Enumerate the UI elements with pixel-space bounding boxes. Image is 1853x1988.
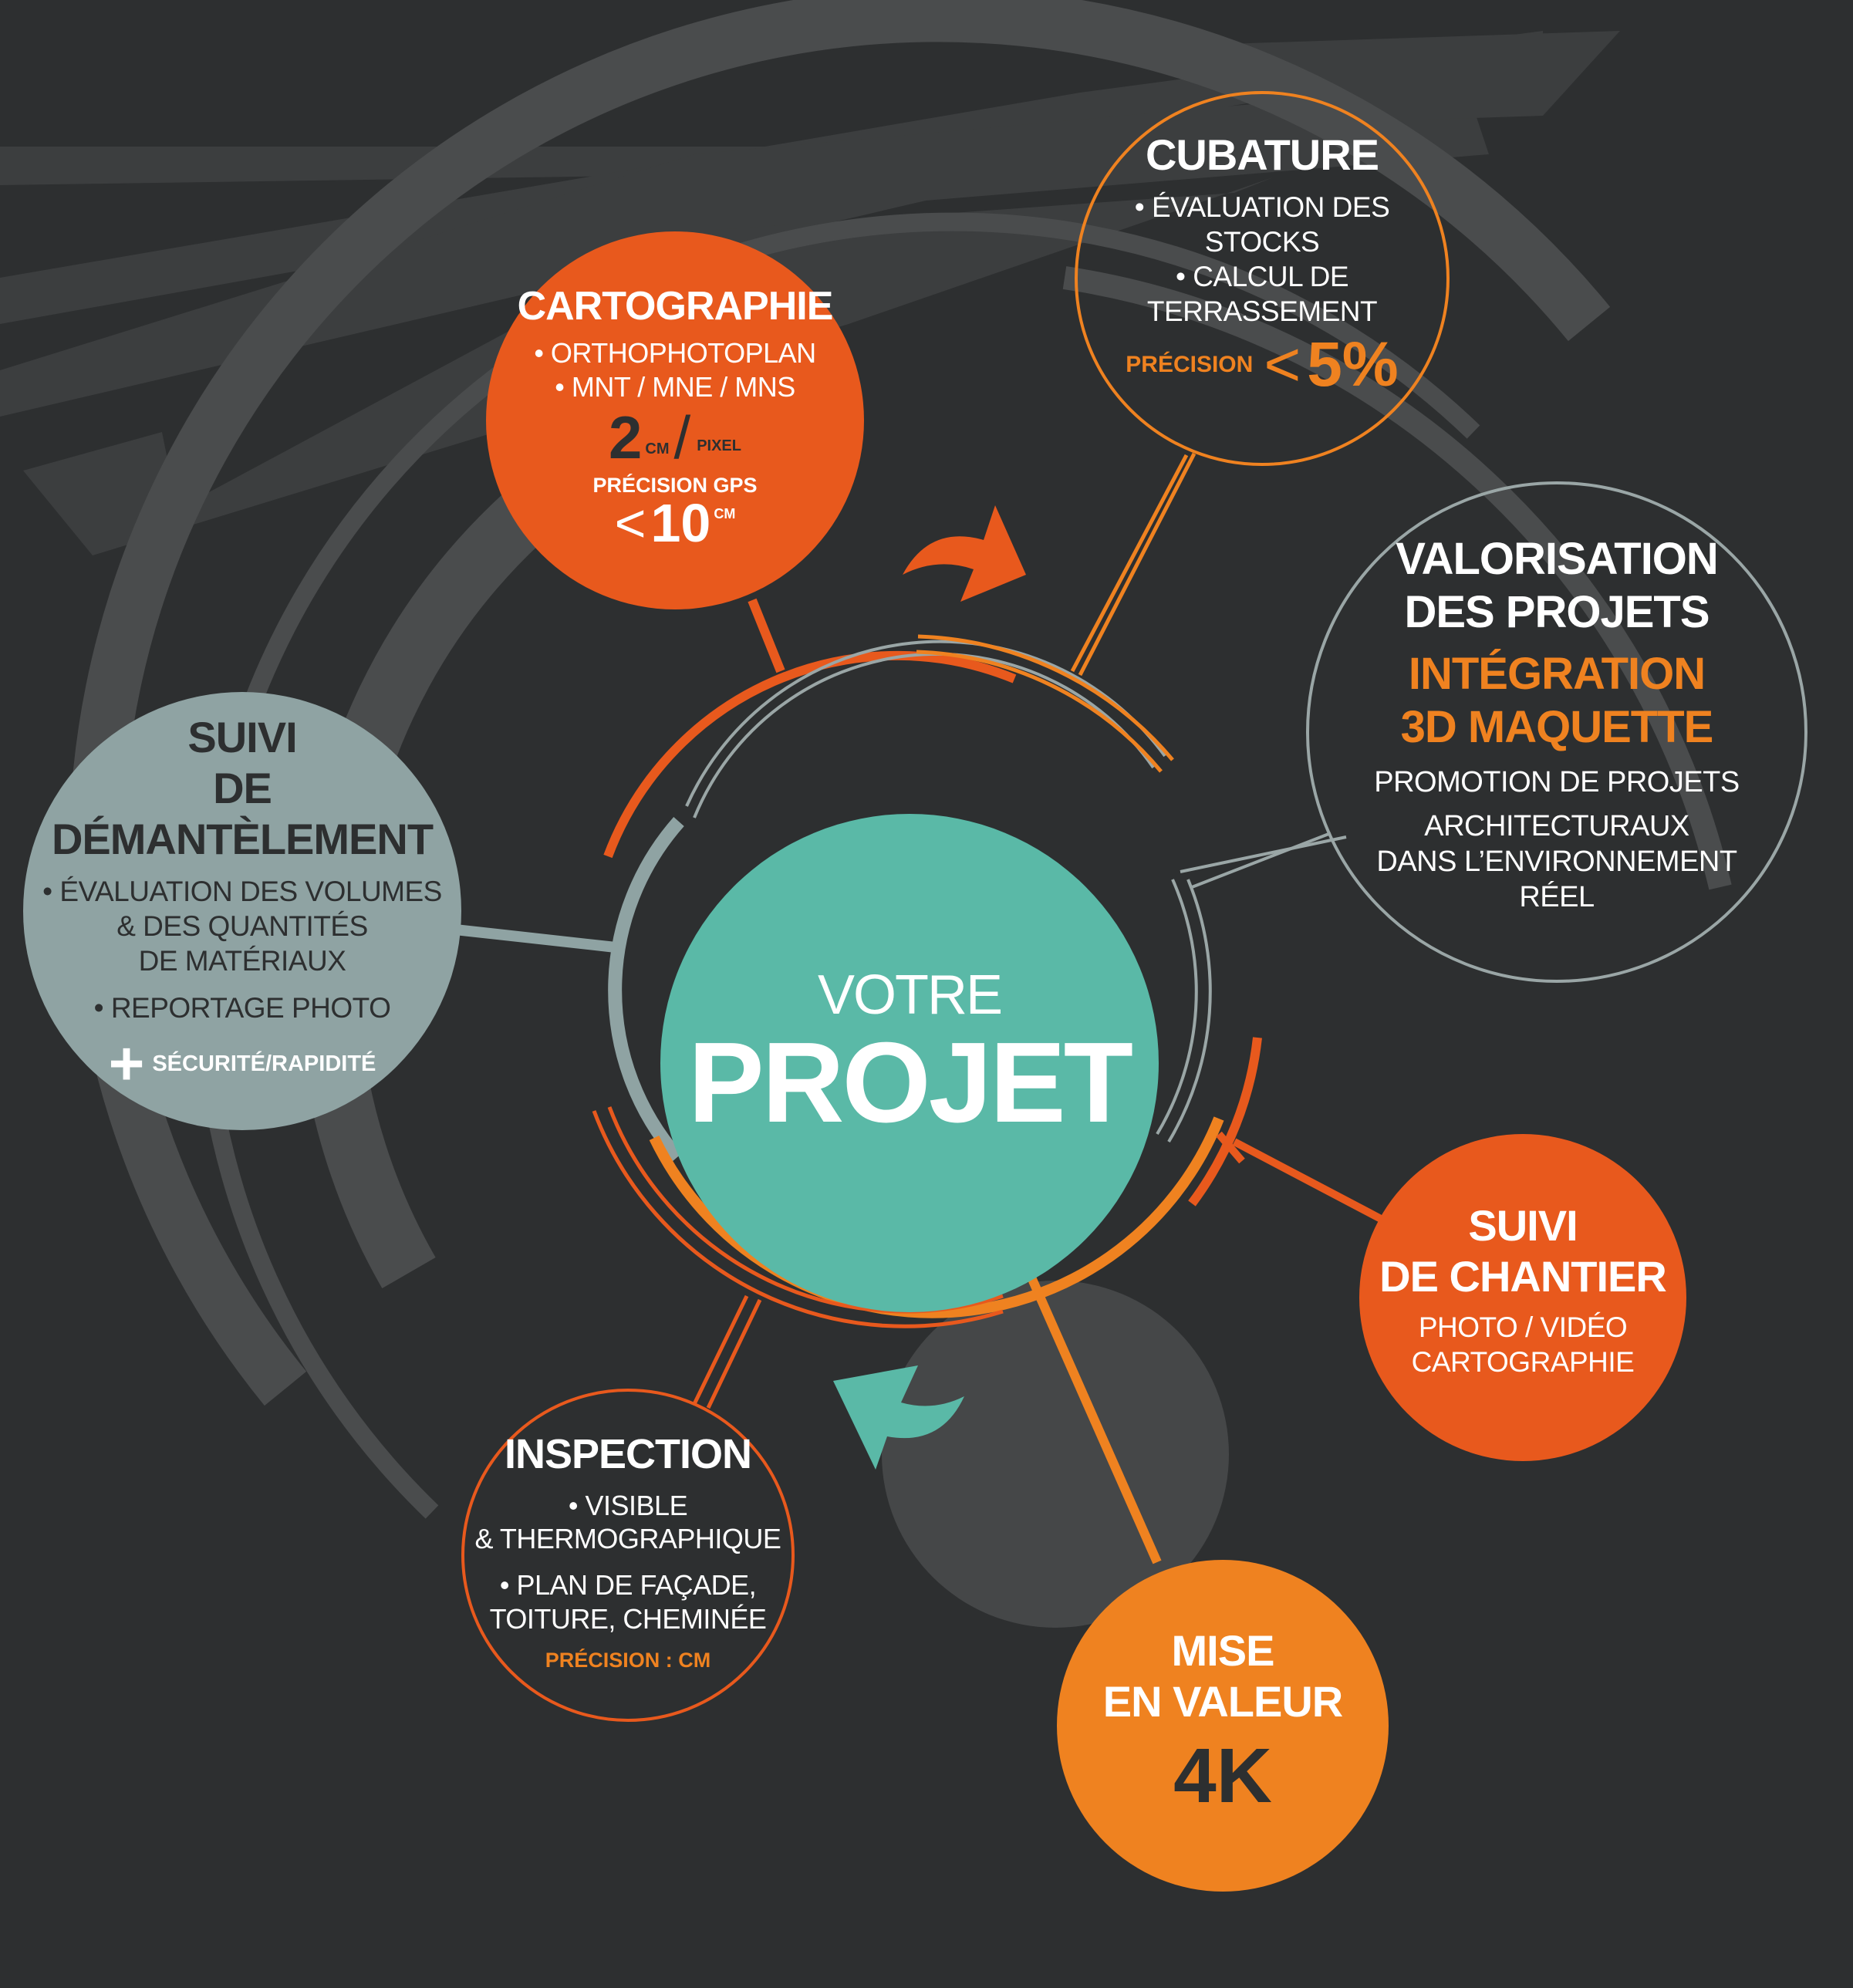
valorisation-line-2: ARCHITECTURAUX xyxy=(1424,809,1689,842)
connector-lines xyxy=(454,452,1383,1564)
cubature-precision-value: 5% xyxy=(1307,329,1399,400)
node-cubature: CUBATURE • ÉVALUATION DES STOCKS • CALCU… xyxy=(1075,91,1450,466)
inspection-line-4: TOITURE, CHEMINÉE xyxy=(489,1603,767,1635)
valorisation-highlight-2: 3D MAQUETTE xyxy=(1400,701,1714,752)
connector-demantelement xyxy=(454,924,616,953)
chantier-title-1: SUIVI xyxy=(1468,1200,1578,1250)
connector-cartographie xyxy=(748,598,785,673)
chantier-line-2: CARTOGRAPHIE xyxy=(1411,1346,1635,1379)
inspection-precision: PRÉCISION : CM xyxy=(545,1649,711,1672)
chantier-title-2: DE CHANTIER xyxy=(1379,1251,1667,1301)
cubature-bullet-2: • CALCUL DE TERRASSEMENT xyxy=(1146,261,1378,328)
demantelement-line-2: & DES QUANTITÉS xyxy=(116,910,368,942)
node-cartographie: CARTOGRAPHIE • ORTHOPHOTOPLAN • MNT / MN… xyxy=(486,231,864,609)
mise-en-valeur-title-2: EN VALEUR xyxy=(1102,1677,1343,1726)
valorisation-line-4: RÉEL xyxy=(1519,881,1595,914)
valorisation-line-1: PROMOTION DE PROJETS xyxy=(1374,766,1740,799)
valorisation-title-1: VALORISATION xyxy=(1396,534,1719,585)
mise-en-valeur-title-1: MISE xyxy=(1171,1625,1275,1675)
gps-label: PRÉCISION GPS xyxy=(592,474,758,498)
resolution-unit: CM xyxy=(645,440,670,458)
gps-value: 10 xyxy=(650,493,711,554)
chantier-line-1: PHOTO / VIDÉO xyxy=(1418,1311,1628,1343)
demantelement-title-2: DE DÉMANTÈLEMENT xyxy=(51,763,434,863)
cubature-precision-label: PRÉCISION xyxy=(1126,352,1254,378)
cubature-title: CUBATURE xyxy=(1145,130,1379,179)
inspection-line-1: • VISIBLE xyxy=(568,1489,688,1521)
cartographie-resolution: 2 CM / PIXEL xyxy=(609,407,741,467)
connector-mise-en-valeur xyxy=(1021,1263,1162,1564)
cartographie-bullet-1: • ORTHOPHOTOPLAN xyxy=(534,337,816,370)
demantelement-extra-text: SÉCURITÉ/RAPIDITÉ xyxy=(152,1051,376,1076)
node-mise-en-valeur: MISE EN VALEUR 4K xyxy=(1057,1560,1389,1892)
center-projet-circle: VOTRE PROJET xyxy=(660,814,1159,1312)
plus-icon: + xyxy=(108,1029,145,1099)
gps-unit: CM xyxy=(714,506,736,522)
demantelement-extra: + SÉCURITÉ/RAPIDITÉ xyxy=(109,1033,376,1095)
valorisation-title-2: DES PROJETS xyxy=(1404,586,1710,637)
demantelement-line-3: DE MATÉRIAUX xyxy=(138,945,346,977)
resolution-separator: / xyxy=(673,403,691,472)
inspection-line-2: & THERMOGRAPHIQUE xyxy=(474,1523,781,1555)
node-demantelement: SUIVI DE DÉMANTÈLEMENT • ÉVALUATION DES … xyxy=(23,692,461,1130)
valorisation-highlight-1: INTÉGRATION xyxy=(1408,649,1706,700)
cubature-bullet-1: • ÉVALUATION DES STOCKS xyxy=(1134,191,1390,258)
cubature-precision-lt: < xyxy=(1264,329,1301,400)
curved-arrow-right-icon xyxy=(903,505,1026,602)
cubature-precision: PRÉCISION < 5% xyxy=(1126,333,1398,397)
node-chantier: SUIVI DE CHANTIER PHOTO / VIDÉO CARTOGRA… xyxy=(1359,1134,1686,1461)
connector-chantier xyxy=(1232,1138,1383,1223)
connector-valorisation xyxy=(1180,835,1347,873)
resolution-value: 2 xyxy=(609,403,643,472)
gps-precision: < 10 CM xyxy=(615,496,736,550)
node-inspection: INSPECTION • VISIBLE & THERMOGRAPHIQUE •… xyxy=(461,1389,795,1722)
background-circle xyxy=(882,1281,1229,1628)
inspection-title: INSPECTION xyxy=(504,1430,752,1477)
gps-lt: < xyxy=(614,493,646,554)
demantelement-title-1: SUIVI xyxy=(187,712,297,761)
center-line-votre: VOTRE xyxy=(817,964,1003,1027)
center-line-projet: PROJET xyxy=(687,1019,1133,1147)
demantelement-line-4: • REPORTAGE PHOTO xyxy=(93,992,391,1024)
node-valorisation: VALORISATION DES PROJETS INTÉGRATION 3D … xyxy=(1306,481,1807,983)
resolution-per: PIXEL xyxy=(697,437,741,455)
mise-en-valeur-4k: 4K xyxy=(1173,1733,1272,1820)
cartographie-bullet-2: • MNT / MNE / MNS xyxy=(555,371,795,403)
inspection-line-3: • PLAN DE FAÇADE, xyxy=(499,1569,757,1602)
demantelement-line-1: • ÉVALUATION DES VOLUMES xyxy=(42,875,442,907)
connector-inspection xyxy=(692,1294,749,1406)
valorisation-line-3: DANS L’ENVIRONNEMENT xyxy=(1376,845,1737,878)
curved-arrow-left-icon xyxy=(833,1365,964,1470)
center-rings xyxy=(592,634,1262,1328)
connector-cubature xyxy=(1070,454,1189,673)
cartographie-title: CARTOGRAPHIE xyxy=(517,283,834,329)
